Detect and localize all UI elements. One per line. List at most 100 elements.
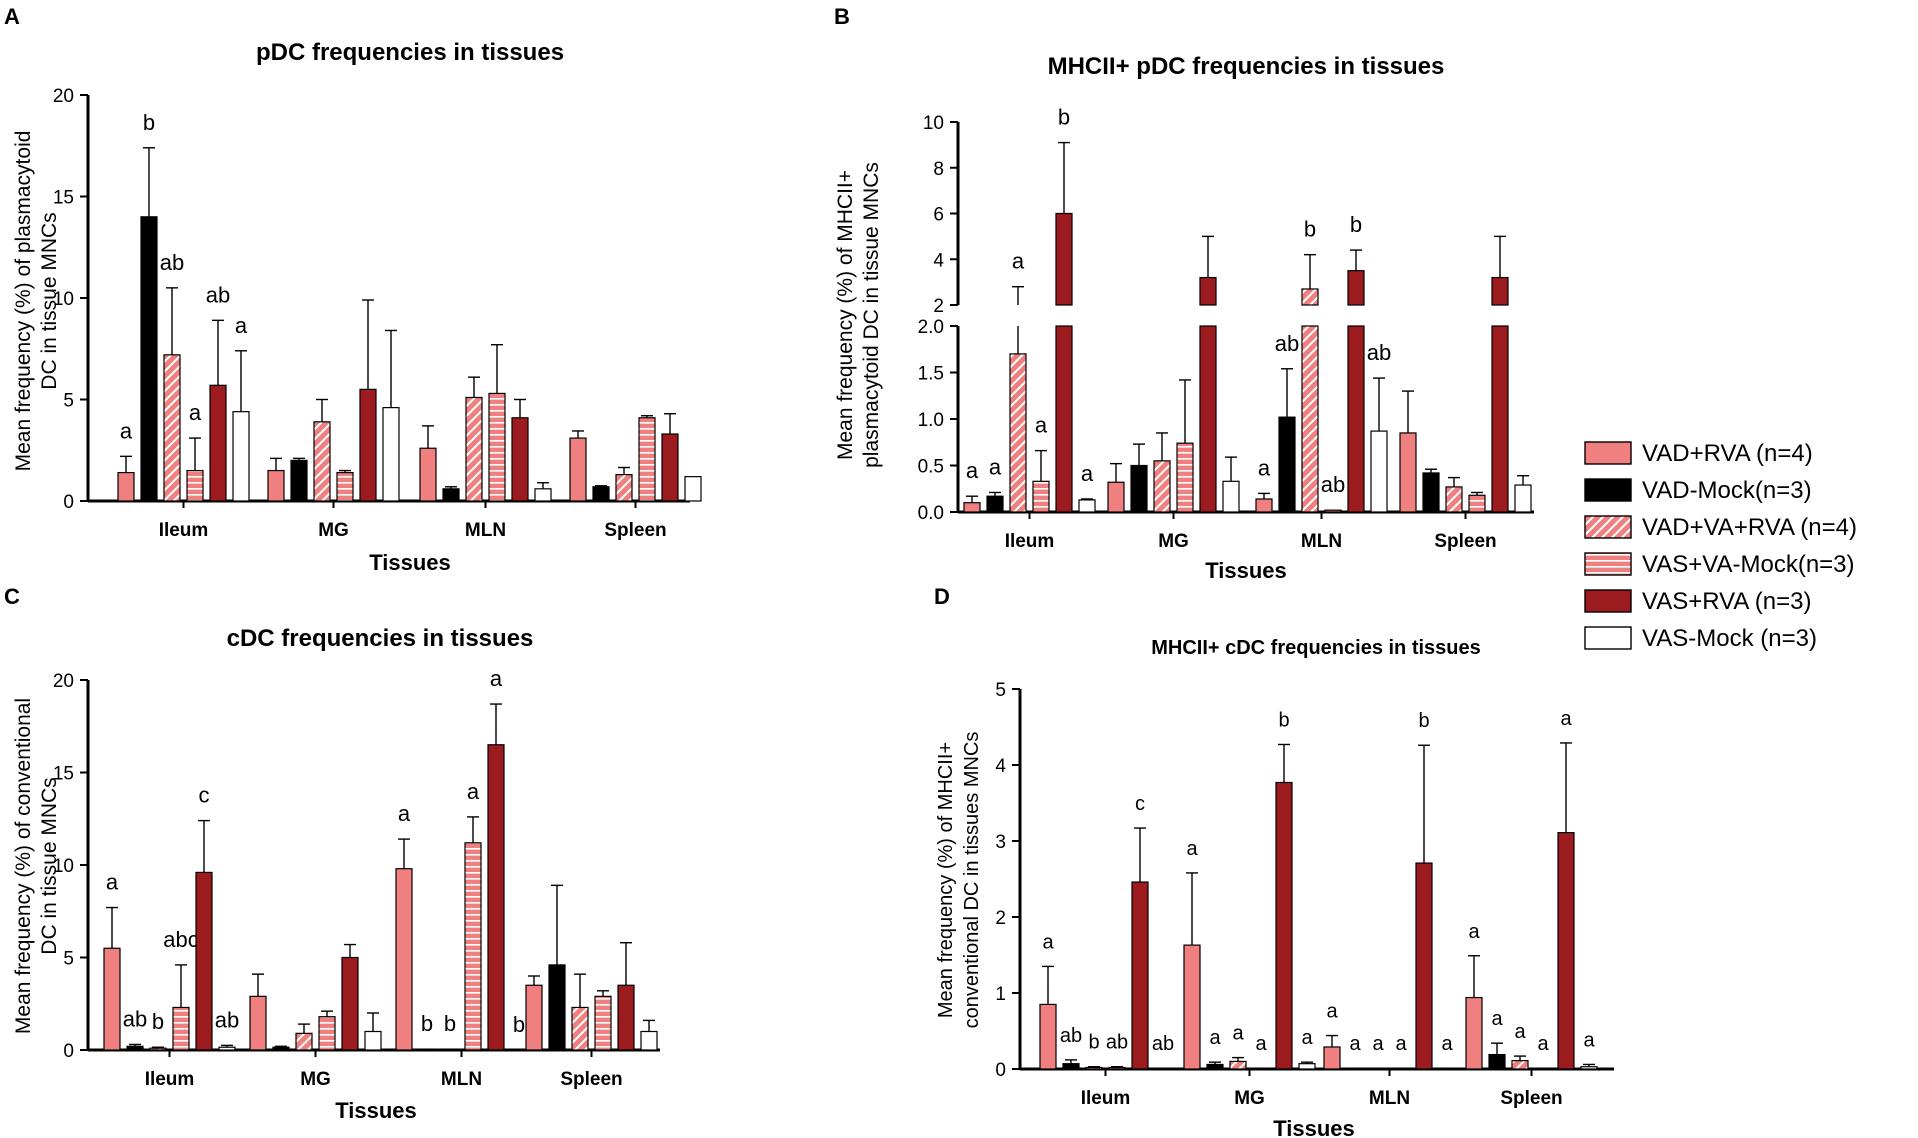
bar (640, 1030, 658, 1051)
significance-label: ab (1367, 340, 1391, 365)
significance-label: b (152, 1009, 164, 1034)
y-axis-title-line: DC in tissue MNCs (38, 212, 61, 389)
bar (1229, 1060, 1247, 1070)
bar (1422, 472, 1440, 513)
bar (336, 471, 354, 502)
bar (318, 1016, 336, 1051)
chart-title-d: MHCII+ cDC frequencies in tissues (1151, 637, 1481, 659)
bar (1514, 484, 1532, 513)
bar (684, 476, 702, 502)
y-axis-title-line: Mean frequency (%) of conventional (12, 698, 35, 1034)
bar (1298, 1063, 1316, 1070)
y-axis-title-line: plasmacytoid DC in tissue MNCs (860, 162, 883, 468)
significance-label: a (1186, 838, 1198, 860)
y-tick-label: 0.5 (918, 457, 944, 478)
bar (126, 1045, 144, 1051)
significance-label: ab (215, 1007, 239, 1032)
bar (1278, 416, 1296, 513)
bar (1206, 1063, 1224, 1070)
y-axis-title-line: Mean frequency (%) of MHCII+ (834, 170, 857, 460)
bar (1154, 1067, 1172, 1070)
bar (1415, 862, 1433, 1070)
bar (1468, 494, 1486, 513)
significance-label: a (1209, 1027, 1221, 1049)
significance-label: ab (123, 1006, 147, 1031)
bar (1130, 464, 1148, 513)
significance-label: a (1232, 1023, 1244, 1045)
significance-label: c (199, 783, 210, 808)
bar (1085, 1066, 1103, 1070)
y-tick-label: 4 (995, 756, 1006, 777)
significance-label: a (1258, 455, 1271, 480)
bar (117, 471, 135, 502)
y-tick-label: 0.0 (918, 503, 944, 524)
legend-label: VAS-Mock (n=3) (1642, 625, 1817, 652)
significance-label: a (1301, 1027, 1313, 1049)
x-tick-label: MG (318, 520, 349, 541)
significance-label: a (467, 779, 480, 804)
y-tick-label: 3 (995, 832, 1006, 853)
bar (525, 984, 543, 1051)
significance-label: a (1255, 1033, 1267, 1055)
significance-label: a (235, 313, 248, 338)
significance-label: a (106, 870, 119, 895)
bar (395, 868, 413, 1051)
bar (442, 488, 460, 502)
bar (1062, 1063, 1080, 1070)
significance-label: a (1395, 1033, 1407, 1055)
significance-label: a (1537, 1033, 1549, 1055)
bar (1323, 1046, 1341, 1070)
bar (487, 744, 505, 1051)
significance-label: ab (160, 250, 184, 275)
significance-label: a (989, 454, 1002, 479)
significance-label: b (444, 1011, 456, 1036)
significance-label: b (1088, 1032, 1099, 1054)
significance-label: b (1058, 105, 1070, 130)
legend-label: VAS+RVA (n=3) (1642, 588, 1811, 615)
x-tick-label: MG (1234, 1088, 1265, 1109)
bar (1491, 325, 1509, 513)
bar (359, 388, 377, 502)
bar (1346, 1067, 1364, 1070)
significance-label: a (1583, 1029, 1595, 1051)
significance-label: b (1350, 212, 1362, 237)
bar (615, 474, 633, 502)
significance-label: a (1491, 1008, 1503, 1030)
x-axis-title-d: Tissues (1273, 1116, 1355, 1138)
significance-label: ab (206, 282, 230, 307)
bar (195, 871, 213, 1051)
bar (249, 995, 267, 1051)
significance-label: a (1441, 1033, 1453, 1055)
bar (1399, 432, 1417, 513)
y-axis-title-line: DC in tissue MNCs (38, 777, 61, 954)
significance-label: a (1514, 1021, 1526, 1043)
significance-label: a (1081, 461, 1094, 486)
bar (1009, 353, 1027, 513)
bar (1580, 1066, 1598, 1070)
bar (382, 407, 400, 502)
y-tick-label: 8 (933, 159, 944, 180)
bar (594, 995, 612, 1051)
x-tick-label: Ileum (145, 1069, 195, 1090)
significance-label: a (1035, 413, 1048, 438)
bar (963, 502, 981, 513)
y-tick-label: 5 (63, 949, 74, 970)
chart-title-c: cDC frequencies in tissues (227, 625, 534, 652)
significance-label: a (490, 666, 503, 691)
legend-label: VAD-Mock(n=3) (1642, 477, 1812, 504)
bar (638, 417, 656, 502)
bar (1347, 270, 1365, 306)
legend-swatch (1584, 478, 1632, 502)
y-tick-label: 20 (53, 86, 74, 107)
bar (1199, 276, 1217, 306)
y-axis-title-line: Mean frequency (%) of MHCII+ (935, 742, 957, 1018)
x-tick-label: Ileum (1081, 1088, 1131, 1109)
bar (1301, 288, 1319, 306)
x-tick-label: MLN (441, 1069, 482, 1090)
x-tick-label: Spleen (604, 520, 666, 541)
bar (418, 1048, 436, 1051)
x-axis-title-c: Tissues (335, 1098, 417, 1123)
bar (1183, 944, 1201, 1070)
x-tick-label: Ileum (1005, 531, 1055, 552)
